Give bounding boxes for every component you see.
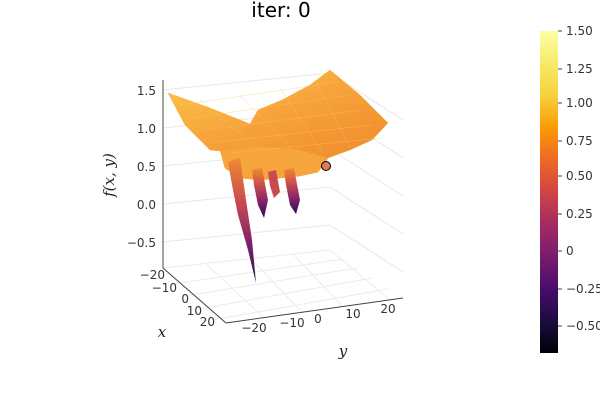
surface-pit-right — [284, 168, 300, 214]
colorbar-tick-labels: 1.50 1.25 1.00 0.75 0.50 0.25 0 −0.25 −0… — [566, 24, 600, 333]
z-tick-label: 0.5 — [137, 160, 156, 174]
z-tick-label: 1.0 — [137, 122, 156, 136]
y-tick-label: −20 — [241, 321, 266, 335]
surface-plot — [167, 69, 389, 283]
x-tick-labels: −20 −10 0 10 20 — [140, 268, 215, 329]
y-tick-labels: −20 −10 0 10 20 — [241, 302, 395, 335]
colorbar-ticks — [558, 30, 562, 327]
colorbar-tick-label: −0.25 — [566, 282, 600, 296]
y-tick-label: 20 — [380, 302, 395, 316]
x-tick-label: 10 — [187, 304, 202, 318]
colorbar-tick-label: 1.00 — [566, 96, 593, 110]
y-axis-label: y — [338, 342, 348, 360]
surface-pit-small — [268, 170, 280, 198]
y-tick-label: −10 — [279, 316, 304, 330]
y-tick-label: 0 — [314, 312, 322, 326]
floor-grid-lines — [162, 249, 391, 324]
x-tick-label: 0 — [181, 292, 189, 306]
z-tick-labels: 1.5 1.0 0.5 0.0 −0.5 — [127, 84, 156, 250]
colorbar-tick-label: −0.50 — [566, 319, 600, 333]
z-tick-label: −0.5 — [127, 236, 156, 250]
axes — [162, 80, 404, 324]
z-tick-label: 0.0 — [137, 198, 156, 212]
z-tick-label: 1.5 — [137, 84, 156, 98]
colorbar: 1.50 1.25 1.00 0.75 0.50 0.25 0 −0.25 −0… — [540, 24, 600, 353]
x-tick-label: −10 — [152, 281, 177, 295]
x-tick-label: 20 — [200, 315, 215, 329]
y-tick-label: 10 — [345, 307, 360, 321]
surface-far-sheet — [167, 69, 389, 159]
surface-pit-left — [228, 158, 256, 283]
colorbar-tick-label: 0 — [566, 244, 574, 258]
surface-pit-center — [252, 168, 268, 218]
colorbar-tick-label: 0.25 — [566, 207, 593, 221]
colorbar-tick-label: 1.25 — [566, 62, 593, 76]
chart-title: iter: 0 — [251, 0, 310, 22]
colorbar-tick-label: 0.75 — [566, 134, 593, 148]
surface-mesh-lines — [179, 79, 383, 154]
x-axis-label: x — [158, 323, 167, 341]
current-point-marker — [321, 161, 331, 171]
colorbar-tick-label: 0.50 — [566, 169, 593, 183]
colorbar-tick-label: 1.50 — [566, 24, 593, 38]
x-tick-label: −20 — [140, 268, 165, 282]
colorbar-gradient — [540, 31, 558, 353]
z-axis-label: f(x, y) — [100, 153, 118, 198]
